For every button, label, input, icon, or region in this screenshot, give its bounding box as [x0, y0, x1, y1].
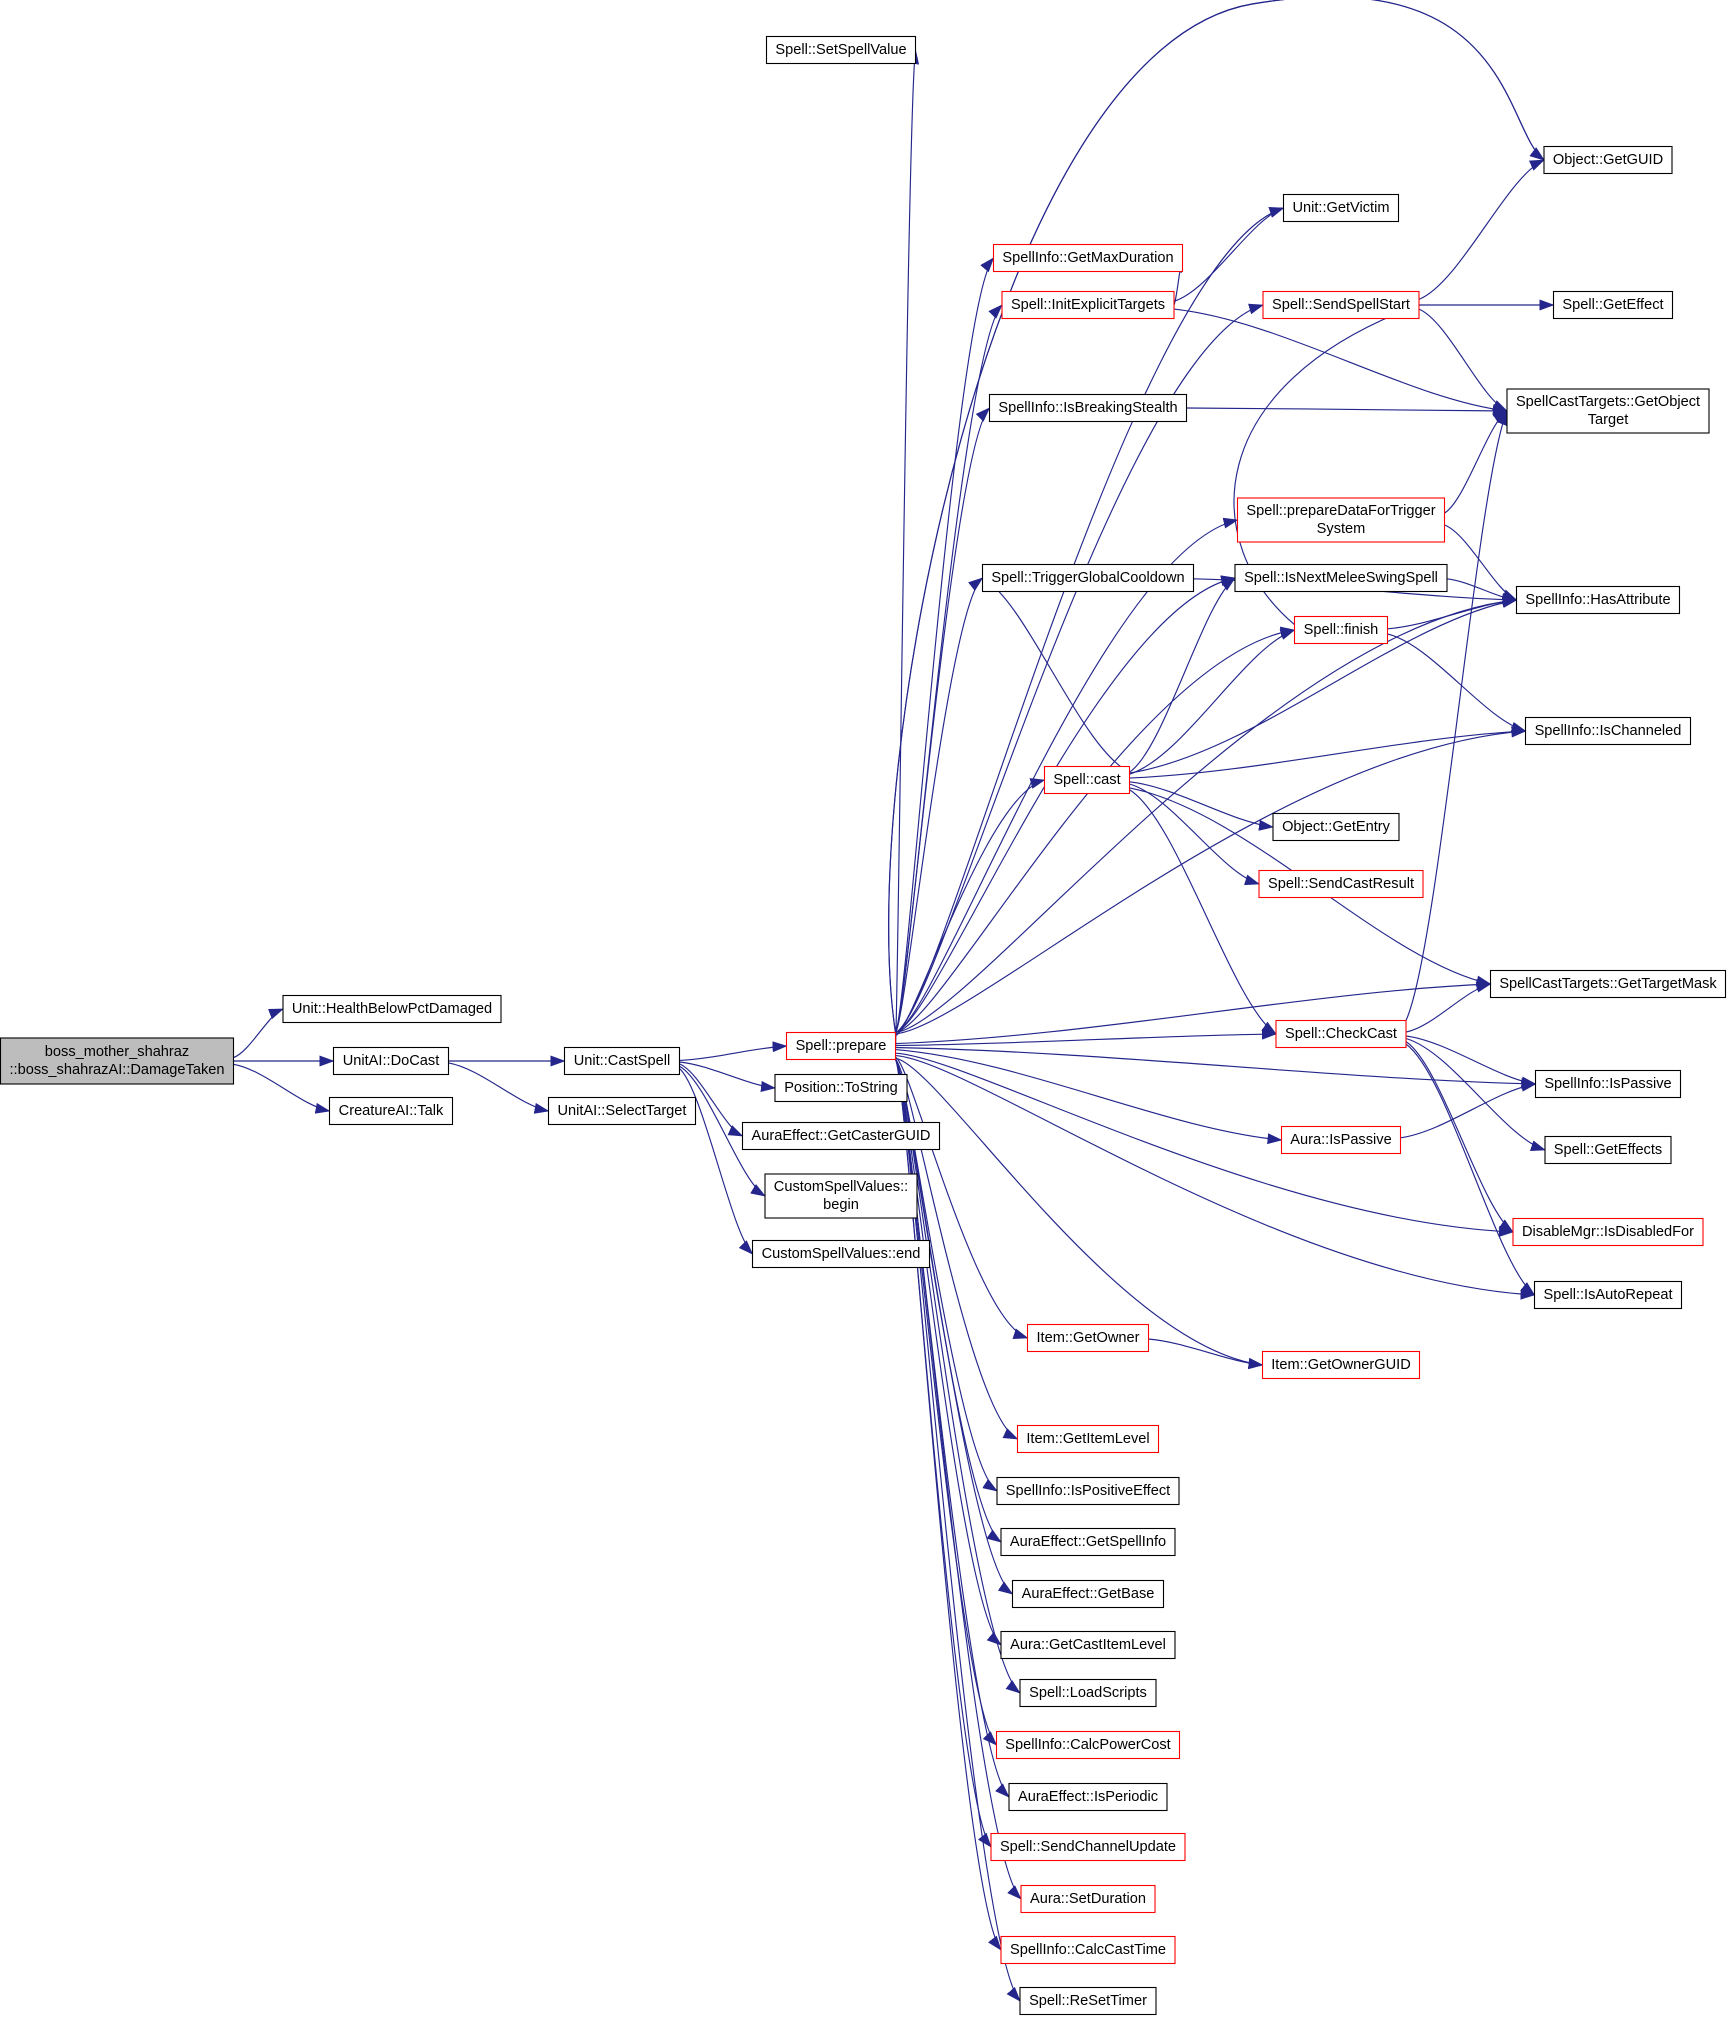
- svg-text:SpellCastTargets::GetTargetMas: SpellCastTargets::GetTargetMask: [1499, 976, 1717, 992]
- svg-text:Spell::SetSpellValue: Spell::SetSpellValue: [775, 42, 906, 58]
- svg-text:Spell::GetEffect: Spell::GetEffect: [1562, 297, 1663, 313]
- svg-text:System: System: [1317, 521, 1366, 537]
- svg-text:boss_mother_shahraz: boss_mother_shahraz: [45, 1044, 189, 1060]
- svg-text:::boss_shahrazAI::DamageTaken: ::boss_shahrazAI::DamageTaken: [10, 1062, 225, 1078]
- svg-text:SpellInfo::HasAttribute: SpellInfo::HasAttribute: [1525, 592, 1670, 608]
- svg-text:SpellInfo::IsChanneled: SpellInfo::IsChanneled: [1535, 723, 1682, 739]
- svg-text:DisableMgr::IsDisabledFor: DisableMgr::IsDisabledFor: [1522, 1224, 1694, 1240]
- svg-text:Spell::SendChannelUpdate: Spell::SendChannelUpdate: [1000, 1839, 1176, 1855]
- svg-text:Spell::ReSetTimer: Spell::ReSetTimer: [1029, 1993, 1147, 2009]
- svg-text:AuraEffect::GetCasterGUID: AuraEffect::GetCasterGUID: [752, 1128, 931, 1144]
- svg-text:Spell::SendSpellStart: Spell::SendSpellStart: [1272, 297, 1410, 313]
- svg-text:AuraEffect::GetSpellInfo: AuraEffect::GetSpellInfo: [1010, 1534, 1166, 1550]
- svg-text:AuraEffect::GetBase: AuraEffect::GetBase: [1022, 1586, 1155, 1602]
- svg-text:Spell::IsNextMeleeSwingSpell: Spell::IsNextMeleeSwingSpell: [1244, 570, 1438, 586]
- svg-text:Spell::TriggerGlobalCooldown: Spell::TriggerGlobalCooldown: [991, 570, 1184, 586]
- svg-text:SpellCastTargets::GetObject: SpellCastTargets::GetObject: [1516, 394, 1700, 410]
- svg-text:UnitAI::DoCast: UnitAI::DoCast: [343, 1053, 440, 1069]
- svg-text:Item::GetOwnerGUID: Item::GetOwnerGUID: [1271, 1357, 1410, 1373]
- svg-text:Spell::SendCastResult: Spell::SendCastResult: [1268, 876, 1414, 892]
- svg-text:Unit::HealthBelowPctDamaged: Unit::HealthBelowPctDamaged: [292, 1001, 492, 1017]
- svg-text:SpellInfo::IsPositiveEffect: SpellInfo::IsPositiveEffect: [1006, 1483, 1170, 1499]
- svg-text:SpellInfo::CalcCastTime: SpellInfo::CalcCastTime: [1010, 1942, 1166, 1958]
- svg-text:CustomSpellValues::end: CustomSpellValues::end: [762, 1246, 921, 1262]
- svg-text:Spell::prepareDataForTrigger: Spell::prepareDataForTrigger: [1246, 503, 1435, 519]
- svg-text:Spell::cast: Spell::cast: [1053, 772, 1120, 788]
- svg-text:AuraEffect::IsPeriodic: AuraEffect::IsPeriodic: [1018, 1789, 1158, 1805]
- svg-text:SpellInfo::IsPassive: SpellInfo::IsPassive: [1544, 1076, 1671, 1092]
- svg-text:Aura::GetCastItemLevel: Aura::GetCastItemLevel: [1010, 1637, 1166, 1653]
- svg-text:Spell::CheckCast: Spell::CheckCast: [1285, 1026, 1397, 1042]
- svg-text:Unit::GetVictim: Unit::GetVictim: [1292, 200, 1389, 216]
- svg-text:Spell::IsAutoRepeat: Spell::IsAutoRepeat: [1544, 1287, 1673, 1303]
- svg-text:UnitAI::SelectTarget: UnitAI::SelectTarget: [558, 1103, 687, 1119]
- svg-text:Item::GetItemLevel: Item::GetItemLevel: [1026, 1431, 1149, 1447]
- svg-text:Target: Target: [1588, 412, 1629, 428]
- svg-text:CreatureAI::Talk: CreatureAI::Talk: [339, 1103, 444, 1119]
- svg-text:Aura::IsPassive: Aura::IsPassive: [1290, 1132, 1391, 1148]
- svg-text:SpellInfo::GetMaxDuration: SpellInfo::GetMaxDuration: [1002, 250, 1173, 266]
- svg-text:Aura::SetDuration: Aura::SetDuration: [1030, 1891, 1146, 1907]
- svg-text:Item::GetOwner: Item::GetOwner: [1037, 1330, 1140, 1346]
- svg-text:CustomSpellValues::: CustomSpellValues::: [774, 1179, 908, 1195]
- svg-text:SpellInfo::CalcPowerCost: SpellInfo::CalcPowerCost: [1005, 1737, 1170, 1753]
- svg-text:SpellInfo::IsBreakingStealth: SpellInfo::IsBreakingStealth: [998, 400, 1177, 416]
- svg-text:begin: begin: [823, 1197, 859, 1213]
- svg-text:Spell::LoadScripts: Spell::LoadScripts: [1029, 1685, 1147, 1701]
- svg-text:Spell::prepare: Spell::prepare: [796, 1038, 887, 1054]
- svg-text:Spell::finish: Spell::finish: [1304, 622, 1379, 638]
- svg-text:Object::GetGUID: Object::GetGUID: [1553, 152, 1663, 168]
- svg-text:Spell::GetEffects: Spell::GetEffects: [1554, 1142, 1662, 1158]
- svg-text:Unit::CastSpell: Unit::CastSpell: [574, 1053, 671, 1069]
- svg-text:Spell::InitExplicitTargets: Spell::InitExplicitTargets: [1011, 297, 1165, 313]
- svg-text:Object::GetEntry: Object::GetEntry: [1282, 819, 1391, 835]
- svg-text:Position::ToString: Position::ToString: [784, 1080, 898, 1096]
